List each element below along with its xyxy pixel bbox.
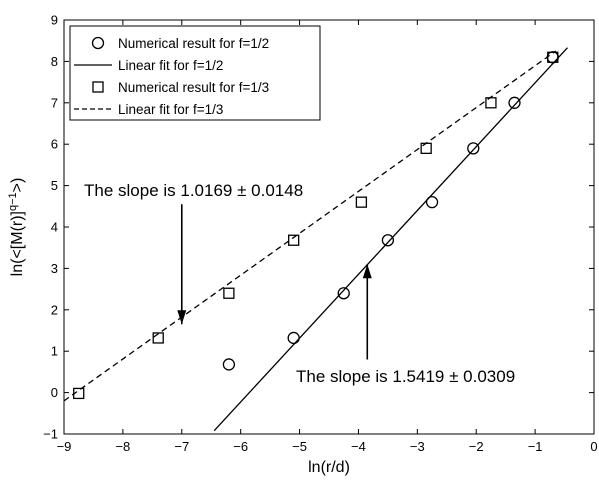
legend-label-fit-third: Linear fit for f=1/3: [118, 102, 223, 117]
data-point-circle: [508, 96, 521, 109]
x-tick-label: −1: [528, 439, 543, 454]
legend-box: [69, 25, 321, 121]
y-tick-label: 6: [51, 137, 58, 152]
x-axis-label: ln(r/d): [308, 459, 350, 476]
y-axis-label: ln(<[M(r)]q−1>): [7, 178, 26, 277]
y-tick-label: −1: [43, 427, 58, 442]
x-tick-label: 0: [590, 439, 597, 454]
data-point-circle: [381, 234, 395, 247]
data-point-square: [223, 287, 235, 299]
annotation-slope-half: The slope is 1.5419 ± 0.0309: [296, 367, 515, 386]
y-tick-label: 8: [51, 54, 58, 69]
data-point-square: [152, 332, 164, 344]
y-tick-label: 4: [51, 220, 58, 235]
legend-circle-marker: [91, 36, 105, 50]
y-tick-label: 1: [51, 344, 58, 359]
data-point-circle: [337, 287, 350, 300]
x-tick-label: −9: [57, 439, 72, 454]
legend-label-numerical-third: Numerical result for f=1/3: [118, 80, 269, 95]
legend-label-fit-half: Linear fit for f=1/2: [118, 58, 223, 73]
series-layer: [63, 47, 568, 432]
data-point-circle: [425, 196, 439, 209]
fit-line-half: [213, 47, 568, 432]
y-tick-label: 0: [51, 385, 58, 400]
legend: Numerical result for f=1/2 Linear fit fo…: [69, 25, 321, 121]
annotation-arrow-head: [177, 310, 187, 325]
legend-square-marker: [92, 81, 104, 93]
x-tick-label: −5: [292, 439, 307, 454]
y-tick-label: 7: [51, 95, 58, 110]
annotation-arrow-head: [362, 264, 372, 279]
y-tick-label: 3: [51, 261, 58, 276]
annotation-layer: [177, 204, 372, 360]
data-point-circle: [222, 358, 236, 371]
x-tick-label: −8: [115, 439, 130, 454]
legend-label-numerical-half: Numerical result for f=1/2: [118, 36, 269, 51]
data-point-circle: [467, 142, 480, 155]
x-tick-label: −6: [233, 439, 248, 454]
annotation-slope-third: The slope is 1.0169 ± 0.0148: [84, 181, 303, 200]
data-point-square: [288, 234, 300, 246]
y-tick-label: 2: [51, 302, 58, 317]
y-tick-label: 5: [51, 178, 58, 193]
x-tick-label: −7: [174, 439, 189, 454]
fit-line-third: [63, 50, 557, 402]
y-tick-label: 9: [51, 13, 58, 28]
x-tick-label: −3: [410, 439, 425, 454]
x-tick-label: −2: [469, 439, 484, 454]
data-point-square: [355, 196, 368, 208]
x-tick-label: −4: [351, 439, 366, 454]
ticks: −9 −8 −7 −6 −5 −4 −3 −2 −1 0 −1 0 1 2 3 4 5 6 7 8 9: [43, 13, 597, 455]
